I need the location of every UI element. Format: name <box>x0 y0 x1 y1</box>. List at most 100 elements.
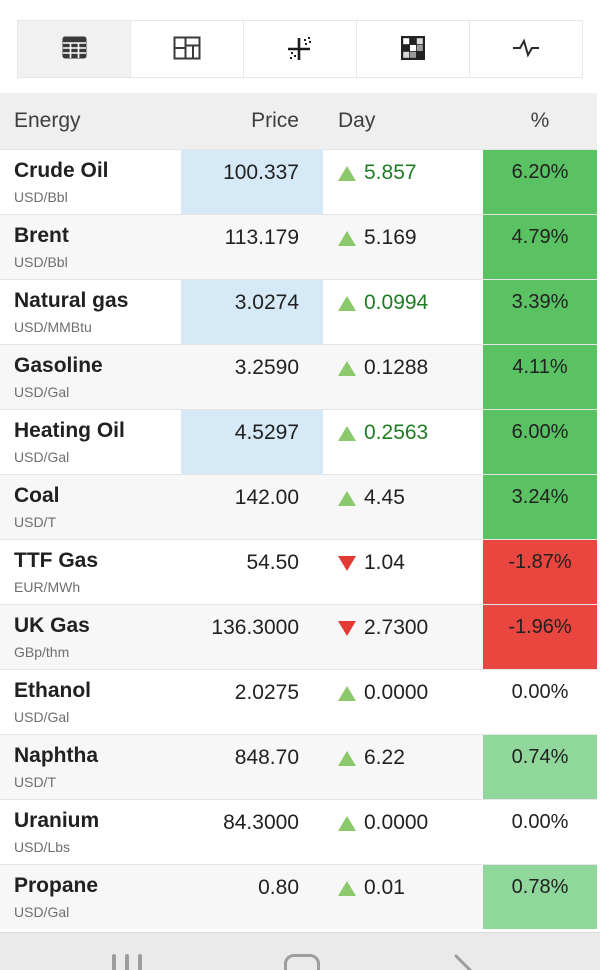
commodity-name: TTF Gas <box>14 549 99 572</box>
day-change-value: 4.45 <box>364 486 405 509</box>
day-change-cell: 0.1288 <box>323 345 483 409</box>
layout-view-button[interactable] <box>130 21 243 77</box>
price-cell: 113.179 <box>224 226 299 249</box>
day-change-value: 0.1288 <box>364 356 429 379</box>
day-change-cell: 0.0000 <box>323 670 483 734</box>
table-row[interactable]: Coal USD/T 142.00 4.45 3.24% <box>0 474 597 539</box>
commodity-name-cell: UK Gas GBp/thm <box>0 605 181 669</box>
percent-change-cell: 4.11% <box>483 345 597 409</box>
home-icon[interactable] <box>284 954 320 970</box>
price-cell: 142.00 <box>234 486 299 509</box>
up-triangle-icon <box>338 361 356 376</box>
commodity-unit: USD/Lbs <box>14 839 71 855</box>
commodity-name: Propane <box>14 874 99 897</box>
commodity-name: Naphtha <box>14 744 98 767</box>
day-change-value: 0.0994 <box>364 291 429 314</box>
pulse-icon <box>509 37 543 62</box>
view-toolbar <box>0 0 600 93</box>
percent-change-cell: 4.79% <box>483 215 597 279</box>
day-change-cell: 5.857 <box>323 150 483 214</box>
up-triangle-icon <box>338 686 356 701</box>
commodity-name-cell: Natural gas USD/MMBtu <box>0 280 181 344</box>
table-row[interactable]: UK Gas GBp/thm 136.3000 2.7300 -1.96% <box>0 604 597 669</box>
commodity-name-cell: Naphtha USD/T <box>0 735 181 799</box>
header-price[interactable]: Price <box>251 109 299 132</box>
table-row[interactable]: Uranium USD/Lbs 84.3000 0.0000 0.00% <box>0 799 597 864</box>
day-change-value: 2.7300 <box>364 616 429 639</box>
day-change-cell: 0.0000 <box>323 800 483 864</box>
crosshair-view-button[interactable] <box>243 21 356 77</box>
day-change-value: 0.2563 <box>364 421 429 444</box>
commodity-name-cell: TTF Gas EUR/MWh <box>0 540 181 604</box>
percent-change-cell: 3.39% <box>483 280 597 344</box>
table-row[interactable]: Ethanol USD/Gal 2.0275 0.0000 0.00% <box>0 669 597 734</box>
table-header-row: Energy Price Day % <box>0 93 597 149</box>
commodity-name: Heating Oil <box>14 419 125 442</box>
commodity-name-cell: Propane USD/Gal <box>0 865 181 929</box>
day-change-cell: 1.04 <box>323 540 483 604</box>
up-triangle-icon <box>338 426 356 441</box>
recent-apps-icon[interactable] <box>112 954 142 970</box>
percent-change-cell: 0.00% <box>511 811 569 833</box>
percent-change-cell: 3.24% <box>483 475 597 539</box>
android-nav-bar <box>0 932 600 970</box>
commodity-name: Gasoline <box>14 354 103 377</box>
price-cell: 84.3000 <box>223 811 299 834</box>
price-cell: 4.5297 <box>181 410 323 474</box>
up-triangle-icon <box>338 751 356 766</box>
heatmap-view-button[interactable] <box>356 21 469 77</box>
commodity-unit: GBp/thm <box>14 644 70 660</box>
commodity-name: UK Gas <box>14 614 90 637</box>
commodity-name: Crude Oil <box>14 159 109 182</box>
price-cell: 2.0275 <box>234 681 299 704</box>
commodity-name: Coal <box>14 484 60 507</box>
price-cell: 54.50 <box>246 551 299 574</box>
commodity-name-cell: Coal USD/T <box>0 475 181 539</box>
day-change-value: 6.22 <box>364 746 405 769</box>
commodity-name: Brent <box>14 224 69 247</box>
day-change-value: 5.169 <box>364 226 417 249</box>
table-row[interactable]: Crude Oil USD/Bbl 100.337 5.857 6.20% <box>0 149 597 214</box>
day-change-value: 0.0000 <box>364 681 429 704</box>
table-row[interactable]: Brent USD/Bbl 113.179 5.169 4.79% <box>0 214 597 279</box>
down-triangle-icon <box>338 621 356 636</box>
table-row[interactable]: Gasoline USD/Gal 3.2590 0.1288 4.11% <box>0 344 597 409</box>
day-change-cell: 5.169 <box>323 215 483 279</box>
header-energy[interactable]: Energy <box>14 109 81 132</box>
commodity-unit: EUR/MWh <box>14 579 81 595</box>
percent-change-cell: -1.87% <box>483 540 597 604</box>
commodity-unit: USD/Gal <box>14 384 70 400</box>
view-switcher <box>17 20 583 78</box>
layout-icon <box>173 36 201 63</box>
day-change-value: 0.0000 <box>364 811 429 834</box>
commodity-name-cell: Brent USD/Bbl <box>0 215 181 279</box>
price-cell: 100.337 <box>181 150 323 214</box>
price-cell: 3.2590 <box>234 356 299 379</box>
percent-change-cell: 6.00% <box>483 410 597 474</box>
percent-change-cell: -1.96% <box>483 605 597 669</box>
percent-change-cell: 0.78% <box>483 865 597 929</box>
table-view-button[interactable] <box>18 21 130 77</box>
table-row[interactable]: Heating Oil USD/Gal 4.5297 0.2563 6.00% <box>0 409 597 474</box>
day-change-cell: 4.45 <box>323 475 483 539</box>
table-row[interactable]: Propane USD/Gal 0.80 0.01 0.78% <box>0 864 597 929</box>
commodity-unit: USD/T <box>14 774 56 790</box>
day-change-cell: 6.22 <box>323 735 483 799</box>
table-icon <box>61 35 88 63</box>
commodity-unit: USD/Gal <box>14 709 70 725</box>
table-row[interactable]: TTF Gas EUR/MWh 54.50 1.04 -1.87% <box>0 539 597 604</box>
commodity-name-cell: Heating Oil USD/Gal <box>0 410 181 474</box>
table-row[interactable]: Naphtha USD/T 848.70 6.22 0.74% <box>0 734 597 799</box>
header-percent[interactable]: % <box>530 109 550 132</box>
percent-change-cell: 0.00% <box>511 681 569 703</box>
header-day[interactable]: Day <box>338 109 376 132</box>
back-icon[interactable] <box>450 954 490 970</box>
day-change-value: 0.01 <box>364 876 405 899</box>
up-triangle-icon <box>338 166 356 181</box>
pulse-view-button[interactable] <box>469 21 582 77</box>
commodity-name-cell: Gasoline USD/Gal <box>0 345 181 409</box>
commodity-table-body: Crude Oil USD/Bbl 100.337 5.857 6.20% Br… <box>0 149 600 929</box>
table-row[interactable]: Natural gas USD/MMBtu 3.0274 0.0994 3.39… <box>0 279 597 344</box>
commodity-name: Natural gas <box>14 289 129 312</box>
